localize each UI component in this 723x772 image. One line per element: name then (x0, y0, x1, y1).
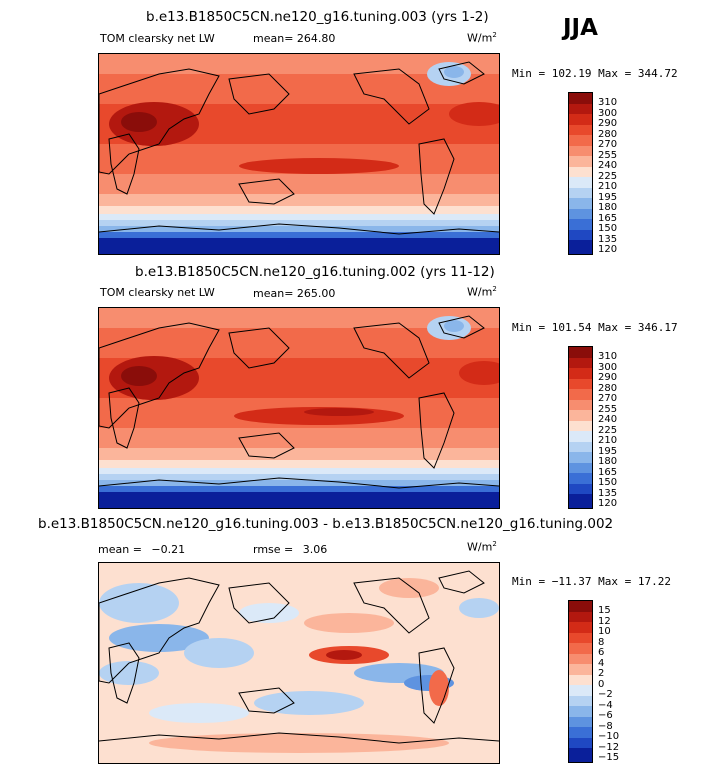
colorbar-tick: 210 (598, 181, 618, 192)
colorbar-tick: 280 (598, 382, 618, 394)
colorbar-tick: 270 (598, 139, 618, 150)
colorbar-tick: 6 (598, 647, 605, 658)
colorbar-tick: 150 (598, 223, 618, 234)
colorbar-tick: −2 (598, 689, 613, 700)
colorbar-tick: 15 (598, 605, 611, 616)
panel-1-minmax: Min = 102.19 Max = 344.72 (512, 67, 678, 80)
panel-3-minmax: Min = −11.37 Max = 17.22 (512, 575, 671, 588)
panel-3-mean-value: −0.21 (151, 543, 186, 556)
colorbar-tick: 280 (598, 128, 618, 140)
panel-1-variable: TOM clearsky net LW (100, 32, 215, 45)
units-exponent: 2 (492, 540, 497, 548)
colorbar-tick: 120 (598, 244, 618, 255)
colorbar-tick: −12 (598, 741, 620, 753)
panel-1-units: W/m2 (467, 31, 497, 45)
colorbar-tick: −8 (598, 720, 613, 732)
colorbar-tick: 120 (598, 498, 618, 509)
colorbar-tick: 225 (598, 424, 618, 436)
colorbar-tick: −10 (598, 731, 620, 742)
colorbar-tick: −15 (598, 752, 620, 763)
colorbar-tick: 290 (598, 372, 618, 383)
colorbar-tick: 270 (598, 393, 618, 404)
panel-3-colorbar (568, 600, 593, 763)
colorbar-tick: 12 (598, 615, 611, 627)
colorbar-tick: 180 (598, 456, 618, 467)
colorbar-tick: 255 (598, 403, 618, 415)
colorbar-tick: −6 (598, 710, 613, 721)
colorbar-tick: 195 (598, 445, 618, 457)
colorbar-tick: 135 (598, 233, 618, 245)
colorbar-tick: 135 (598, 487, 618, 499)
panel-3-map (98, 562, 500, 764)
colorbar-tick: 150 (598, 477, 618, 488)
colorbar-tick: 8 (598, 636, 605, 648)
units-exponent: 2 (492, 285, 497, 293)
panel-2-mean-label: mean= (253, 287, 294, 300)
colorbar-tick: 165 (598, 212, 618, 224)
colorbar-tick: 310 (598, 351, 618, 362)
panel-3-mean: mean = −0.21 (98, 543, 185, 556)
colorbar-tick: 310 (598, 97, 618, 108)
colorbar-tick: 10 (598, 626, 611, 637)
panel-1-mean: mean= 264.80 (253, 32, 335, 45)
panel-1-mean-label: mean= (253, 32, 294, 45)
panel-3-rmse-label: rmse = (253, 543, 294, 556)
panel-3-mean-label: mean = (98, 543, 142, 556)
colorbar-tick: 240 (598, 414, 618, 425)
colorbar-tick: 210 (598, 435, 618, 446)
units-text: W/m (467, 540, 493, 554)
panel-3-rmse: rmse = 3.06 (253, 543, 327, 556)
panel-2-colorbar (568, 346, 593, 509)
panel-2-minmax: Min = 101.54 Max = 346.17 (512, 321, 678, 334)
panel-2-title: b.e13.B1850C5CN.ne120_g16.tuning.002 (yr… (135, 264, 495, 280)
colorbar-tick: 2 (598, 668, 605, 679)
units-text: W/m (467, 31, 493, 45)
colorbar-tick: 165 (598, 466, 618, 478)
panel-3-title: b.e13.B1850C5CN.ne120_g16.tuning.003 - b… (38, 516, 614, 532)
panel-3-units: W/m2 (467, 540, 497, 554)
units-exponent: 2 (492, 31, 497, 39)
panel-2-mean-value: 265.00 (296, 287, 336, 300)
colorbar-tick: 255 (598, 149, 618, 161)
colorbar-tick: 180 (598, 202, 618, 213)
panel-1-colorbar (568, 92, 593, 255)
season-label: JJA (563, 15, 598, 41)
colorbar-tick: 300 (598, 107, 618, 119)
colorbar-tick: 4 (598, 657, 605, 669)
colorbar-tick: 0 (598, 678, 605, 690)
colorbar-tick: 290 (598, 118, 618, 129)
colorbar-tick: −4 (598, 699, 613, 711)
panel-2-variable: TOM clearsky net LW (100, 286, 215, 299)
panel-2-map (98, 307, 500, 509)
panel-2-units: W/m2 (467, 285, 497, 299)
panel-1-map (98, 53, 500, 255)
units-text: W/m (467, 285, 493, 299)
panel-1-mean-value: 264.80 (296, 32, 336, 45)
colorbar-tick: 240 (598, 160, 618, 171)
panel-1-title: b.e13.B1850C5CN.ne120_g16.tuning.003 (yr… (146, 9, 489, 25)
panel-3-rmse-value: 3.06 (302, 543, 328, 556)
panel-2-mean: mean= 265.00 (253, 287, 335, 300)
colorbar-tick: 225 (598, 170, 618, 182)
colorbar-tick: 300 (598, 361, 618, 373)
colorbar-tick: 195 (598, 191, 618, 203)
